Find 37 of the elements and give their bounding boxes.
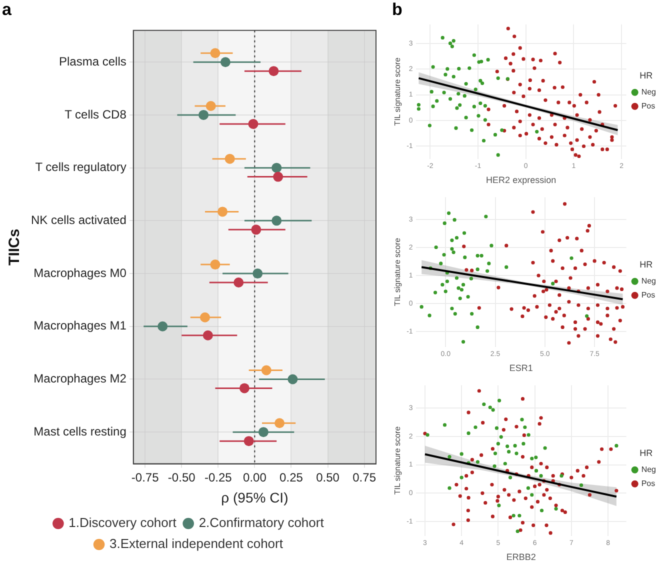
legend-label: 2.Confirmatory cohort [198, 515, 324, 530]
chart-title: a [2, 0, 12, 19]
x-tick-label: -0.25 [204, 470, 232, 484]
x-axis-title: ESR1 [509, 363, 533, 374]
legend-label: Neg [641, 465, 656, 474]
legend-label: Neg [641, 276, 656, 286]
legend-label: 1.Discovery cohort [68, 515, 177, 530]
x-tick-label: 0.25 [280, 470, 304, 484]
y-axis-title: TIICs [6, 228, 24, 266]
y-axis-title: TIL signature score [393, 56, 402, 126]
y-tick-label: Macrophages M0 [34, 266, 127, 280]
y-tick-label: T cells regulatory [35, 160, 126, 174]
y-axis-title: TIL signature score [393, 237, 402, 306]
legend-title: HR [640, 448, 654, 458]
x-tick-label: 0.00 [243, 470, 267, 484]
chart-title: b [392, 0, 402, 19]
y-tick-label: Plasma cells [59, 54, 126, 68]
y-tick-label: Macrophages M1 [34, 318, 127, 333]
legend-label: 3.External independent cohort [110, 536, 284, 552]
y-tick-label: Macrophages M2 [34, 372, 127, 386]
legend-label: Pos [641, 102, 656, 111]
x-tick-label: 0.75 [352, 470, 376, 484]
legend-title: HR [640, 260, 654, 270]
y-axis-title: TIL signature score [393, 426, 402, 495]
y-tick-label: NK cells activated [31, 212, 126, 227]
legend-label: Pos [641, 479, 656, 488]
x-tick-label: -0.50 [168, 470, 196, 484]
legend-label: Pos [641, 290, 656, 300]
legend-label: Neg [641, 88, 656, 97]
x-axis-title: HER2 expression [486, 175, 556, 186]
x-axis-title: ρ (95% CI) [221, 489, 288, 506]
legend-title: HR [640, 70, 654, 81]
y-tick-label: Mast cells resting [34, 424, 126, 438]
x-tick-label: 0.50 [316, 470, 340, 484]
x-tick-label: -0.75 [131, 470, 160, 484]
x-axis-title: ERBB2 [506, 552, 536, 562]
y-tick-label: T cells CD8 [64, 107, 127, 122]
